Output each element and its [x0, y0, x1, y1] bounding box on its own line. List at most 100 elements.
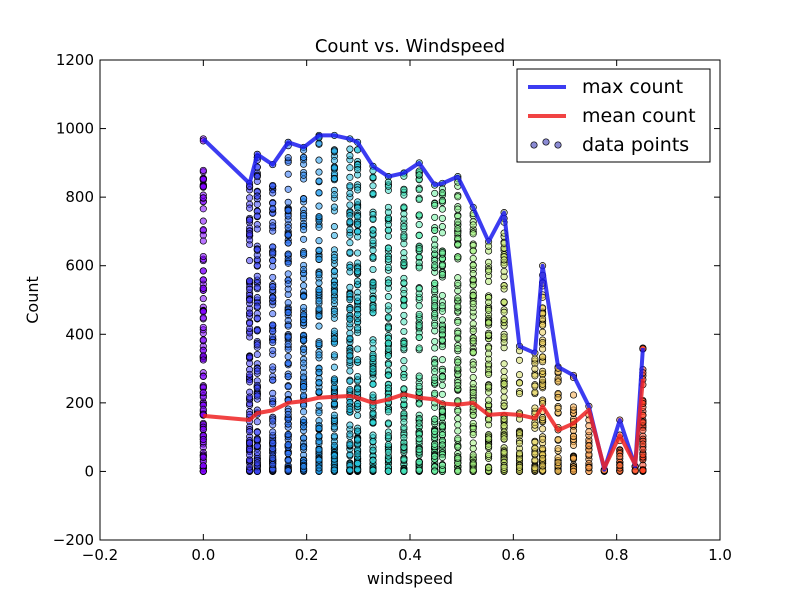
data-point — [431, 310, 439, 318]
data-point — [284, 430, 292, 438]
data-point — [199, 314, 207, 322]
data-point — [431, 440, 439, 448]
data-point — [199, 237, 207, 245]
data-point — [369, 437, 377, 445]
data-point — [354, 204, 362, 212]
data-point — [269, 321, 277, 329]
data-point — [431, 337, 439, 346]
data-point — [199, 182, 207, 191]
data-point — [346, 405, 354, 413]
data-point — [369, 295, 377, 303]
mean-count-line — [203, 378, 645, 470]
data-point — [253, 435, 261, 444]
data-point — [315, 446, 323, 454]
data-point — [253, 341, 261, 349]
data-point — [315, 424, 323, 432]
data-point — [315, 246, 323, 254]
data-point — [315, 379, 323, 387]
data-point — [315, 177, 323, 185]
data-point — [246, 445, 254, 453]
data-point — [354, 198, 362, 206]
data-point — [500, 402, 508, 410]
data-point — [438, 407, 446, 415]
data-point — [415, 435, 423, 443]
data-point — [315, 409, 323, 417]
data-point — [500, 422, 508, 430]
data-point — [400, 296, 408, 304]
data-point — [431, 360, 439, 368]
data-point — [246, 257, 254, 265]
data-point — [454, 427, 462, 435]
data-point — [269, 461, 277, 469]
y-tick-label: 400 — [65, 325, 94, 343]
data-point — [269, 181, 277, 190]
data-point — [438, 229, 446, 237]
data-point — [315, 297, 323, 305]
data-point — [253, 272, 261, 280]
data-point — [469, 431, 477, 439]
y-tick-label: −200 — [53, 531, 94, 549]
data-point — [253, 384, 261, 392]
data-point — [354, 372, 362, 381]
data-point — [253, 200, 261, 208]
data-point — [330, 307, 338, 315]
data-point — [500, 463, 508, 471]
data-point — [246, 216, 254, 224]
data-point — [369, 246, 377, 254]
data-point — [369, 345, 377, 353]
data-point — [454, 253, 462, 261]
data-point — [485, 464, 493, 472]
data-point — [330, 466, 338, 474]
data-point — [315, 388, 323, 396]
data-point — [400, 385, 408, 393]
data-point — [454, 193, 462, 201]
data-point — [246, 285, 254, 293]
data-point — [346, 201, 354, 209]
data-point — [431, 189, 439, 197]
data-point — [253, 294, 261, 302]
data-point — [500, 256, 508, 264]
data-point — [485, 306, 493, 314]
data-point — [500, 449, 508, 457]
data-point — [469, 389, 477, 397]
data-point — [384, 352, 392, 360]
data-point — [369, 226, 377, 234]
data-point — [454, 434, 462, 443]
data-point — [554, 467, 562, 475]
data-point — [346, 212, 354, 220]
data-point — [269, 346, 277, 354]
data-point — [469, 451, 477, 459]
data-point — [315, 213, 323, 221]
data-point — [438, 390, 446, 398]
data-point — [315, 139, 323, 147]
data-point — [300, 416, 308, 424]
data-point — [284, 372, 292, 381]
data-point — [438, 414, 446, 422]
axis-ticks: −0.2 0.0 0.2 0.4 0.6 0.8 1.0 −200 0 200 400 600 800 1… — [53, 51, 732, 564]
data-point — [269, 327, 277, 335]
x-tick-label: 0.4 — [398, 546, 422, 564]
data-point — [369, 431, 377, 439]
data-point — [569, 454, 578, 462]
data-point — [539, 435, 547, 443]
data-point — [253, 225, 261, 233]
data-point — [438, 336, 446, 344]
data-point — [454, 218, 462, 226]
data-point — [415, 388, 423, 396]
data-point — [330, 452, 338, 460]
data-point — [415, 231, 423, 240]
data-point — [515, 449, 524, 457]
data-point — [315, 223, 323, 231]
data-point — [438, 205, 446, 213]
data-point — [346, 430, 354, 438]
data-point — [569, 403, 578, 411]
data-point — [315, 271, 323, 279]
data-point — [300, 171, 308, 179]
data-point — [554, 435, 562, 444]
data-point — [284, 270, 292, 278]
data-point — [539, 425, 547, 433]
data-point — [539, 462, 547, 470]
x-tick-label: 0.8 — [605, 546, 629, 564]
data-point — [300, 293, 308, 301]
data-point — [500, 315, 508, 324]
